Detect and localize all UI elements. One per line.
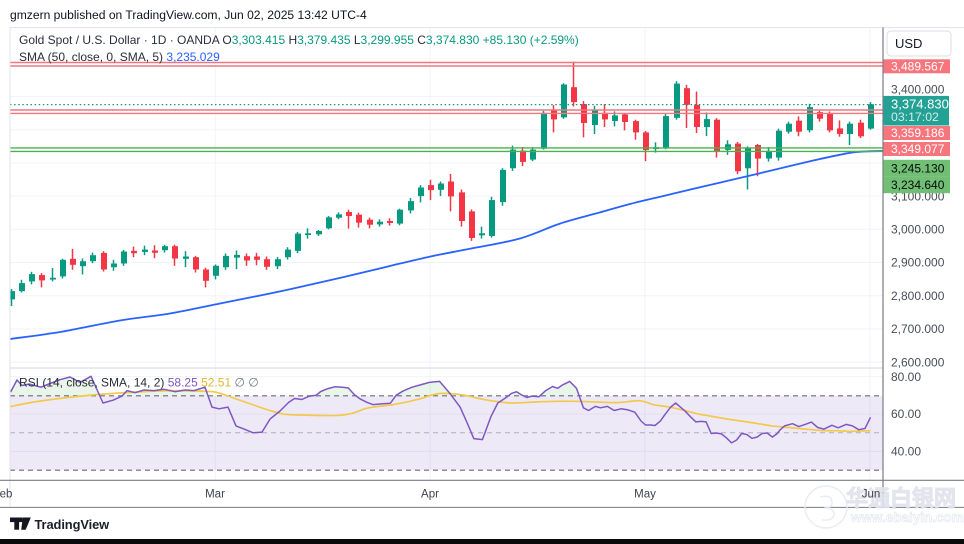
svg-text:80.00: 80.00: [891, 370, 921, 384]
svg-text:华通白银网: 华通白银网: [846, 486, 956, 511]
svg-text:Jun: Jun: [862, 489, 881, 501]
svg-text:Mar: Mar: [205, 489, 225, 501]
svg-text:2,900.000: 2,900.000: [891, 256, 945, 270]
svg-text:3,000.000: 3,000.000: [891, 223, 945, 237]
svg-text:gmzern published on TradingVie: gmzern published on TradingView.com, Jun…: [10, 8, 367, 22]
svg-text:3,400.000: 3,400.000: [891, 83, 945, 97]
svg-text:3,374.830: 3,374.830: [891, 96, 949, 111]
svg-text:TradingView: TradingView: [35, 517, 111, 532]
svg-text:USD: USD: [895, 36, 922, 51]
svg-text:03:17:02: 03:17:02: [891, 110, 939, 124]
svg-text:2,600.000: 2,600.000: [891, 355, 945, 369]
svg-text:May: May: [634, 489, 656, 501]
svg-text:Apr: Apr: [421, 489, 439, 501]
svg-text:Feb: Feb: [0, 489, 12, 501]
svg-text:RSI (14, close, SMA, 14, 2) 58: RSI (14, close, SMA, 14, 2) 58.25 52.51 …: [19, 375, 259, 389]
svg-text:3,359.186: 3,359.186: [891, 126, 945, 140]
svg-text:3,349.077: 3,349.077: [891, 142, 945, 156]
svg-text:2,800.000: 2,800.000: [891, 289, 945, 303]
svg-text:SMA (50, close, 0, SMA, 5) 3,2: SMA (50, close, 0, SMA, 5) 3,235.029: [19, 50, 220, 64]
svg-text:3,245.130: 3,245.130: [891, 161, 945, 175]
svg-text:60.00: 60.00: [891, 407, 921, 421]
svg-text:www.ebaiyin.com: www.ebaiyin.com: [850, 510, 964, 525]
svg-text:40.00: 40.00: [891, 445, 921, 459]
svg-text:Gold Spot / U.S. Dollar · 1D ·: Gold Spot / U.S. Dollar · 1D · OANDA O3,…: [19, 33, 579, 47]
svg-text:3,234.640: 3,234.640: [891, 178, 945, 192]
svg-text:2,700.000: 2,700.000: [891, 322, 945, 336]
svg-text:3,489.567: 3,489.567: [891, 60, 945, 74]
